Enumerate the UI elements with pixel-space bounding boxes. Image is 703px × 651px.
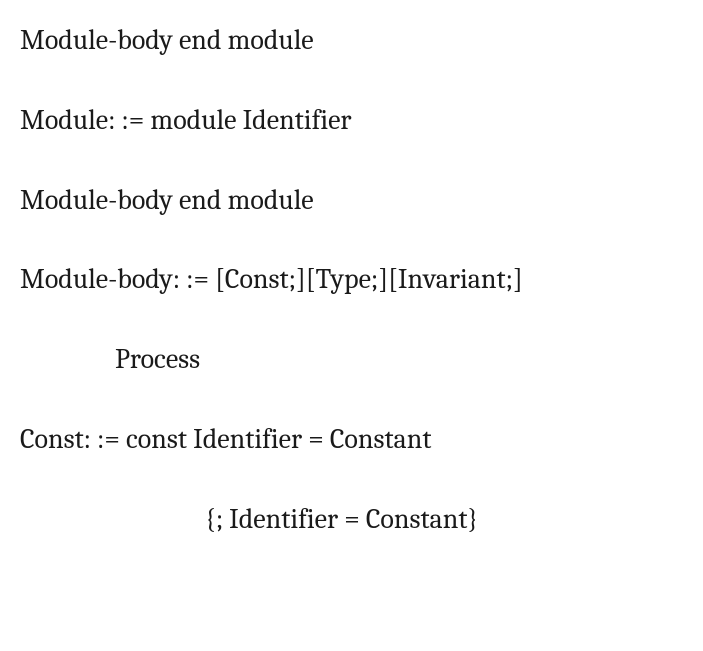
grammar-text: Module-body end module <box>20 184 314 216</box>
grammar-text: Module: := module Identifier <box>20 104 352 136</box>
grammar-text: Module-body end module <box>20 24 314 56</box>
grammar-text: Const: := const Identifier = Constant <box>20 423 431 455</box>
grammar-line: Module-body end module <box>20 182 683 220</box>
grammar-line: Module: := module Identifier <box>20 102 683 140</box>
grammar-text: Module-body: := [Const;][Type;][Invarian… <box>20 263 523 295</box>
grammar-line: Module-body end module <box>20 22 683 60</box>
grammar-text: Process <box>115 343 200 375</box>
grammar-line: Const: := const Identifier = Constant <box>20 421 683 459</box>
grammar-line: Module-body: := [Const;][Type;][Invarian… <box>20 261 683 299</box>
grammar-line: {; Identifier = Constant} <box>20 501 683 539</box>
grammar-text: {; Identifier = Constant} <box>205 503 478 535</box>
grammar-line: Process <box>20 341 683 379</box>
